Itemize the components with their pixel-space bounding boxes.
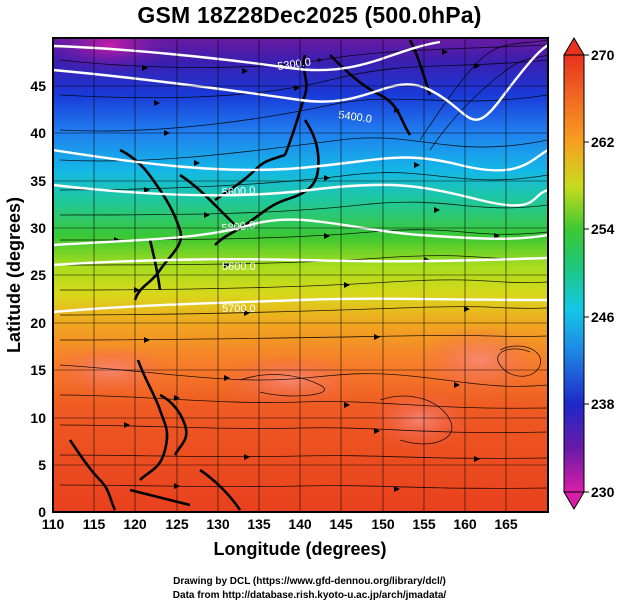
contour-label: 5700.0 bbox=[222, 303, 256, 315]
colorbar-bottom-arrow bbox=[563, 491, 585, 510]
colorbar-label: 238 bbox=[591, 396, 615, 412]
y-axis: 0 5 10 15 20 25 30 35 40 45 Latitude (de… bbox=[4, 78, 46, 520]
colorbar-label: 230 bbox=[591, 484, 615, 500]
y-tick-label: 15 bbox=[30, 362, 46, 378]
x-tick-label: 140 bbox=[288, 516, 312, 532]
x-tick-label: 125 bbox=[165, 516, 189, 532]
contour-labels: 5300.0 5400.0 5600.0 5800.0 5600.0 5700.… bbox=[221, 56, 373, 315]
grid-lines bbox=[53, 38, 548, 512]
plot-frame bbox=[52, 37, 549, 513]
x-tick-label: 120 bbox=[123, 516, 147, 532]
colorbar-label: 270 bbox=[591, 47, 615, 63]
contour-label: 5800.0 bbox=[221, 220, 256, 235]
colorbar: 270 262 254 246 238 230 bbox=[563, 37, 615, 510]
height-contours bbox=[53, 40, 548, 314]
y-tick-label: 0 bbox=[38, 504, 46, 520]
warm-patch bbox=[420, 325, 540, 395]
colorbar-label: 246 bbox=[591, 309, 615, 325]
x-tick-label: 110 bbox=[42, 516, 65, 532]
y-tick-label: 40 bbox=[30, 125, 46, 141]
x-tick-label: 135 bbox=[247, 516, 271, 532]
colorbar-top-arrow bbox=[563, 37, 585, 56]
y-tick-label: 30 bbox=[30, 220, 46, 236]
y-axis-title: Latitude (degrees) bbox=[4, 197, 24, 353]
x-tick-label: 160 bbox=[453, 516, 477, 532]
colorbar-label: 262 bbox=[591, 134, 615, 150]
contour-label: 5400.0 bbox=[338, 109, 373, 126]
warm-patch bbox=[370, 390, 470, 450]
y-tick-label: 25 bbox=[30, 267, 46, 283]
x-tick-label: 165 bbox=[494, 516, 518, 532]
x-tick-label: 150 bbox=[371, 516, 395, 532]
colorbar-scale bbox=[563, 54, 585, 493]
credit-data-source: Data from http://database.rish.kyoto-u.a… bbox=[172, 590, 447, 601]
y-tick-label: 45 bbox=[30, 78, 46, 94]
contour-label: 5600.0 bbox=[221, 185, 255, 199]
y-tick-label: 20 bbox=[30, 315, 46, 331]
warm-patch bbox=[220, 355, 360, 405]
contour-label: 5300.0 bbox=[277, 56, 312, 73]
x-tick-label: 130 bbox=[206, 516, 230, 532]
y-tick-label: 5 bbox=[38, 457, 46, 473]
x-axis-title: Longitude (degrees) bbox=[213, 539, 386, 559]
x-tick-label: 115 bbox=[83, 516, 106, 532]
credit-drawing: Drawing by DCL (https://www.gfd-dennou.o… bbox=[173, 576, 446, 587]
x-tick-label: 145 bbox=[329, 516, 353, 532]
colorbar-label: 254 bbox=[591, 221, 615, 237]
x-axis: 110 115 120 125 130 135 140 145 150 155 … bbox=[42, 516, 518, 559]
chart-title: GSM 18Z28Dec2025 (500.0hPa) bbox=[137, 2, 482, 28]
x-tick-label: 155 bbox=[412, 516, 436, 532]
contour-label: 5600.0 bbox=[222, 261, 256, 273]
y-tick-label: 10 bbox=[30, 410, 46, 426]
y-tick-label: 35 bbox=[30, 173, 46, 189]
cold-core bbox=[53, 38, 180, 75]
